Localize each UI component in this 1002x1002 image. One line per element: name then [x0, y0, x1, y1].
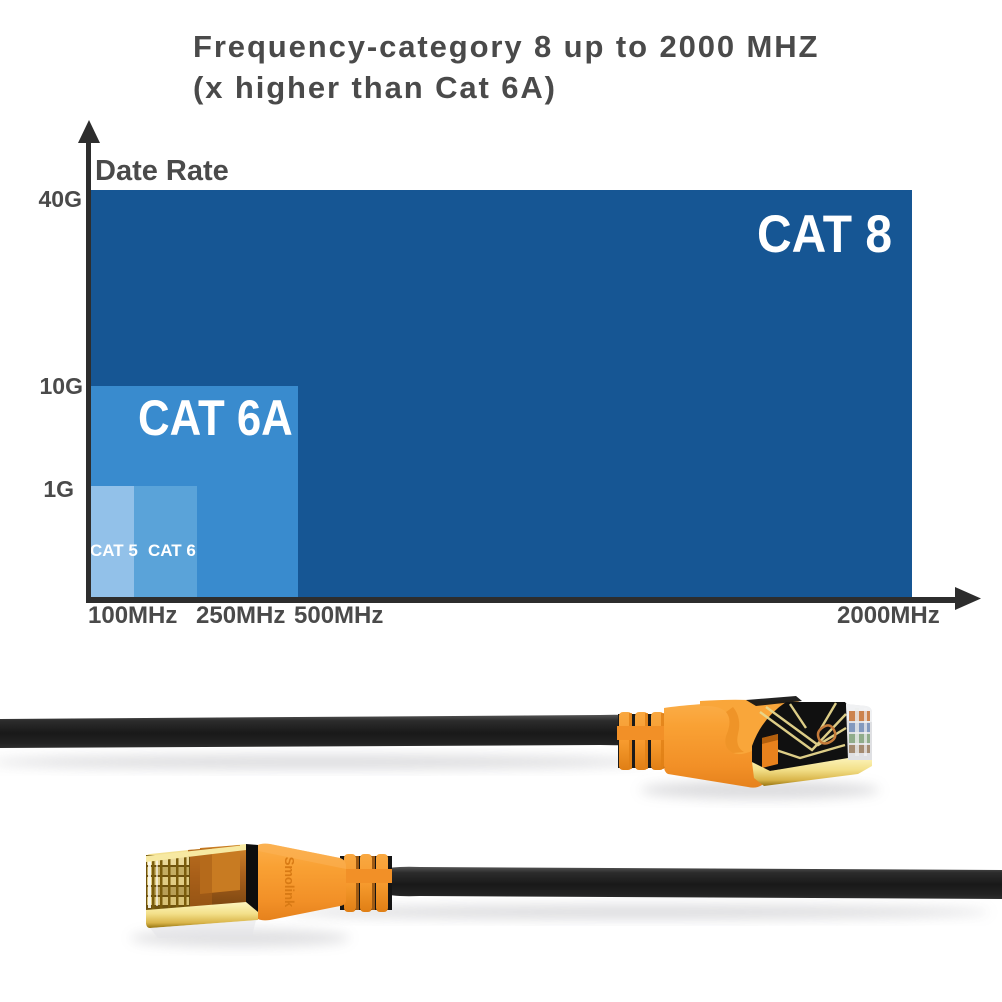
svg-text:Smolink: Smolink: [282, 857, 297, 908]
